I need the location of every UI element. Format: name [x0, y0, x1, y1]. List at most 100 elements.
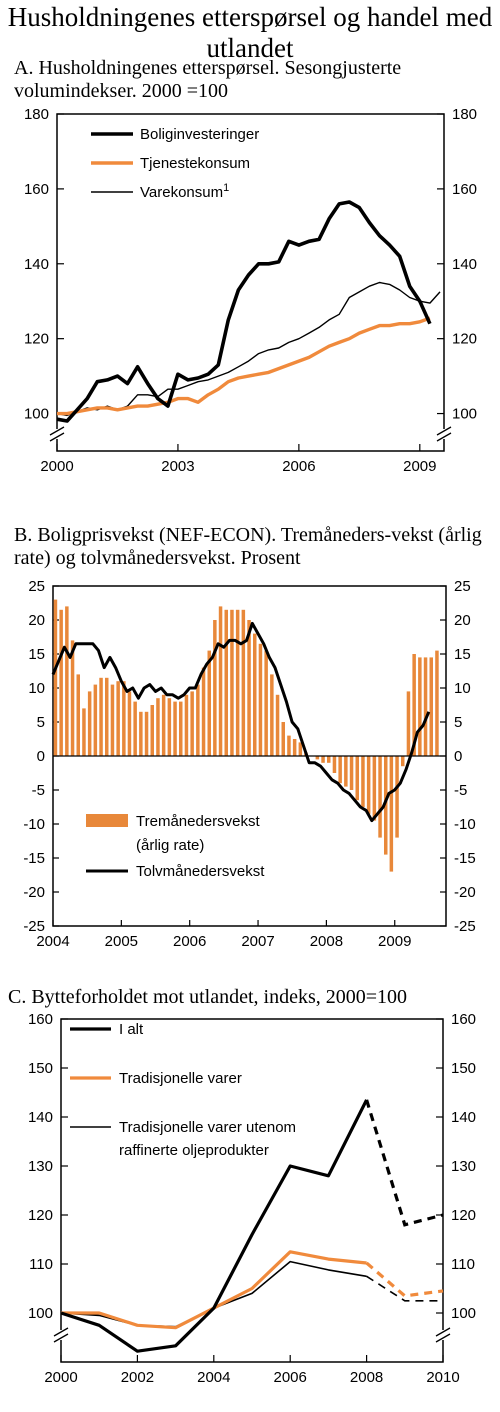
bar	[179, 701, 183, 756]
axis-break-mark	[49, 432, 65, 442]
x-tick-label: 2006	[173, 933, 206, 950]
series-projection	[365, 1099, 444, 1227]
bar	[167, 698, 172, 756]
y-tick-label-right: 110	[451, 1256, 475, 1273]
bar	[93, 684, 98, 756]
x-tick-label: 2000	[40, 458, 73, 475]
y-tick-label-left: -5	[32, 782, 45, 799]
bar	[105, 677, 109, 756]
y-tick-label-left: -10	[23, 816, 45, 833]
bar	[372, 756, 377, 821]
y-tick-label-left: 160	[28, 1011, 53, 1028]
bar	[378, 756, 382, 838]
y-tick-label-right: 120	[452, 331, 477, 348]
bar	[349, 756, 354, 790]
y-tick-label-left: 0	[37, 748, 45, 765]
bar	[70, 640, 75, 756]
y-tick-label-left: 25	[28, 578, 45, 595]
bar	[395, 756, 399, 838]
x-tick-label: 2009	[403, 458, 436, 475]
axis-break-mark	[435, 1327, 451, 1337]
y-tick-label-left: -25	[23, 918, 45, 935]
y-tick-label-left: 160	[24, 181, 49, 198]
bar	[133, 701, 137, 756]
legend-label: Tremånedersvekst	[136, 813, 260, 830]
y-tick-label-left: 5	[37, 714, 45, 731]
bar	[298, 742, 303, 756]
y-tick-label-left: 140	[28, 1109, 53, 1126]
y-tick-label-right: 100	[452, 406, 477, 423]
y-tick-label-left: -15	[23, 850, 45, 867]
bar	[435, 650, 439, 756]
legend-label: Tolvmånedersvekst	[136, 863, 265, 880]
x-tick-label: 2008	[350, 1369, 383, 1386]
bar	[87, 691, 92, 756]
x-tick-label: 2003	[161, 458, 194, 475]
plot-frame	[56, 113, 445, 452]
bar	[418, 657, 422, 756]
y-tick-label-right: 10	[454, 680, 471, 697]
x-tick-label: 2006	[274, 1369, 307, 1386]
series-line	[51, 621, 431, 823]
bar	[144, 711, 149, 756]
bar	[65, 606, 69, 756]
bar	[173, 701, 177, 756]
bar	[366, 756, 371, 814]
y-tick-label-left: 140	[24, 256, 49, 273]
bar	[401, 756, 405, 767]
y-tick-label-left: 15	[28, 646, 45, 663]
axis-break-mark	[49, 426, 65, 436]
legend-label: I alt	[119, 1021, 144, 1038]
bar	[139, 711, 143, 756]
y-tick-label-right: 130	[451, 1158, 476, 1175]
series-projection	[366, 1275, 443, 1302]
bar	[264, 650, 268, 756]
y-tick-label-right: 120	[451, 1207, 476, 1224]
bar	[161, 694, 166, 756]
panel-a-title: A. Husholdningenes etterspørsel. Sesongj…	[14, 57, 402, 102]
legend-label: Tradisjonelle varer utenom	[119, 1119, 296, 1136]
bar	[196, 684, 200, 756]
y-tick-label-left: 120	[28, 1207, 53, 1224]
chart-terms-of-trade: 100 100 110 110 120 120 130 130 140 140 150 150 160 1…	[28, 1011, 476, 1386]
axis-break-gap	[55, 1330, 67, 1340]
bar	[406, 691, 411, 756]
bar	[110, 684, 115, 756]
y-tick-label-right: -5	[454, 782, 467, 799]
bar	[190, 691, 194, 756]
bar	[224, 609, 228, 756]
axis-break-mark	[53, 1333, 69, 1343]
y-tick-label-left: 120	[24, 331, 49, 348]
y-tick-label-left: -20	[23, 884, 45, 901]
bar	[412, 654, 416, 756]
y-tick-label-right: -15	[454, 850, 476, 867]
y-tick-label-left: 110	[29, 1256, 53, 1273]
bar	[53, 599, 58, 756]
bar	[384, 756, 388, 855]
x-tick-label: 2000	[44, 1369, 77, 1386]
axis-break-gap	[51, 429, 63, 439]
bar	[99, 677, 103, 756]
figure-title: Husholdningenes etterspørsel og handel m…	[7, 2, 493, 63]
y-tick-label-left: 180	[24, 106, 49, 123]
y-tick-label-right: 140	[452, 256, 477, 273]
x-tick-label: 2006	[282, 458, 315, 475]
y-tick-label-right: -25	[454, 918, 476, 935]
y-tick-label-right: 160	[451, 1011, 476, 1028]
legend-footnote: 1	[223, 182, 229, 194]
y-tick-label-left: 10	[28, 680, 45, 697]
y-tick-label-right: 0	[454, 748, 462, 765]
axis-break-gap	[438, 429, 450, 439]
legend-swatch	[86, 814, 128, 827]
bar	[258, 643, 263, 756]
y-tick-label-right: 140	[451, 1109, 476, 1126]
bar	[247, 620, 251, 756]
series-line	[60, 1099, 369, 1353]
bar	[241, 609, 246, 756]
y-tick-label-right: 180	[452, 106, 477, 123]
bar	[270, 674, 274, 756]
legend-label: Boliginvesteringer	[140, 126, 259, 143]
x-tick-label: 2009	[378, 933, 411, 950]
bar	[292, 739, 297, 756]
series-line	[56, 281, 441, 417]
